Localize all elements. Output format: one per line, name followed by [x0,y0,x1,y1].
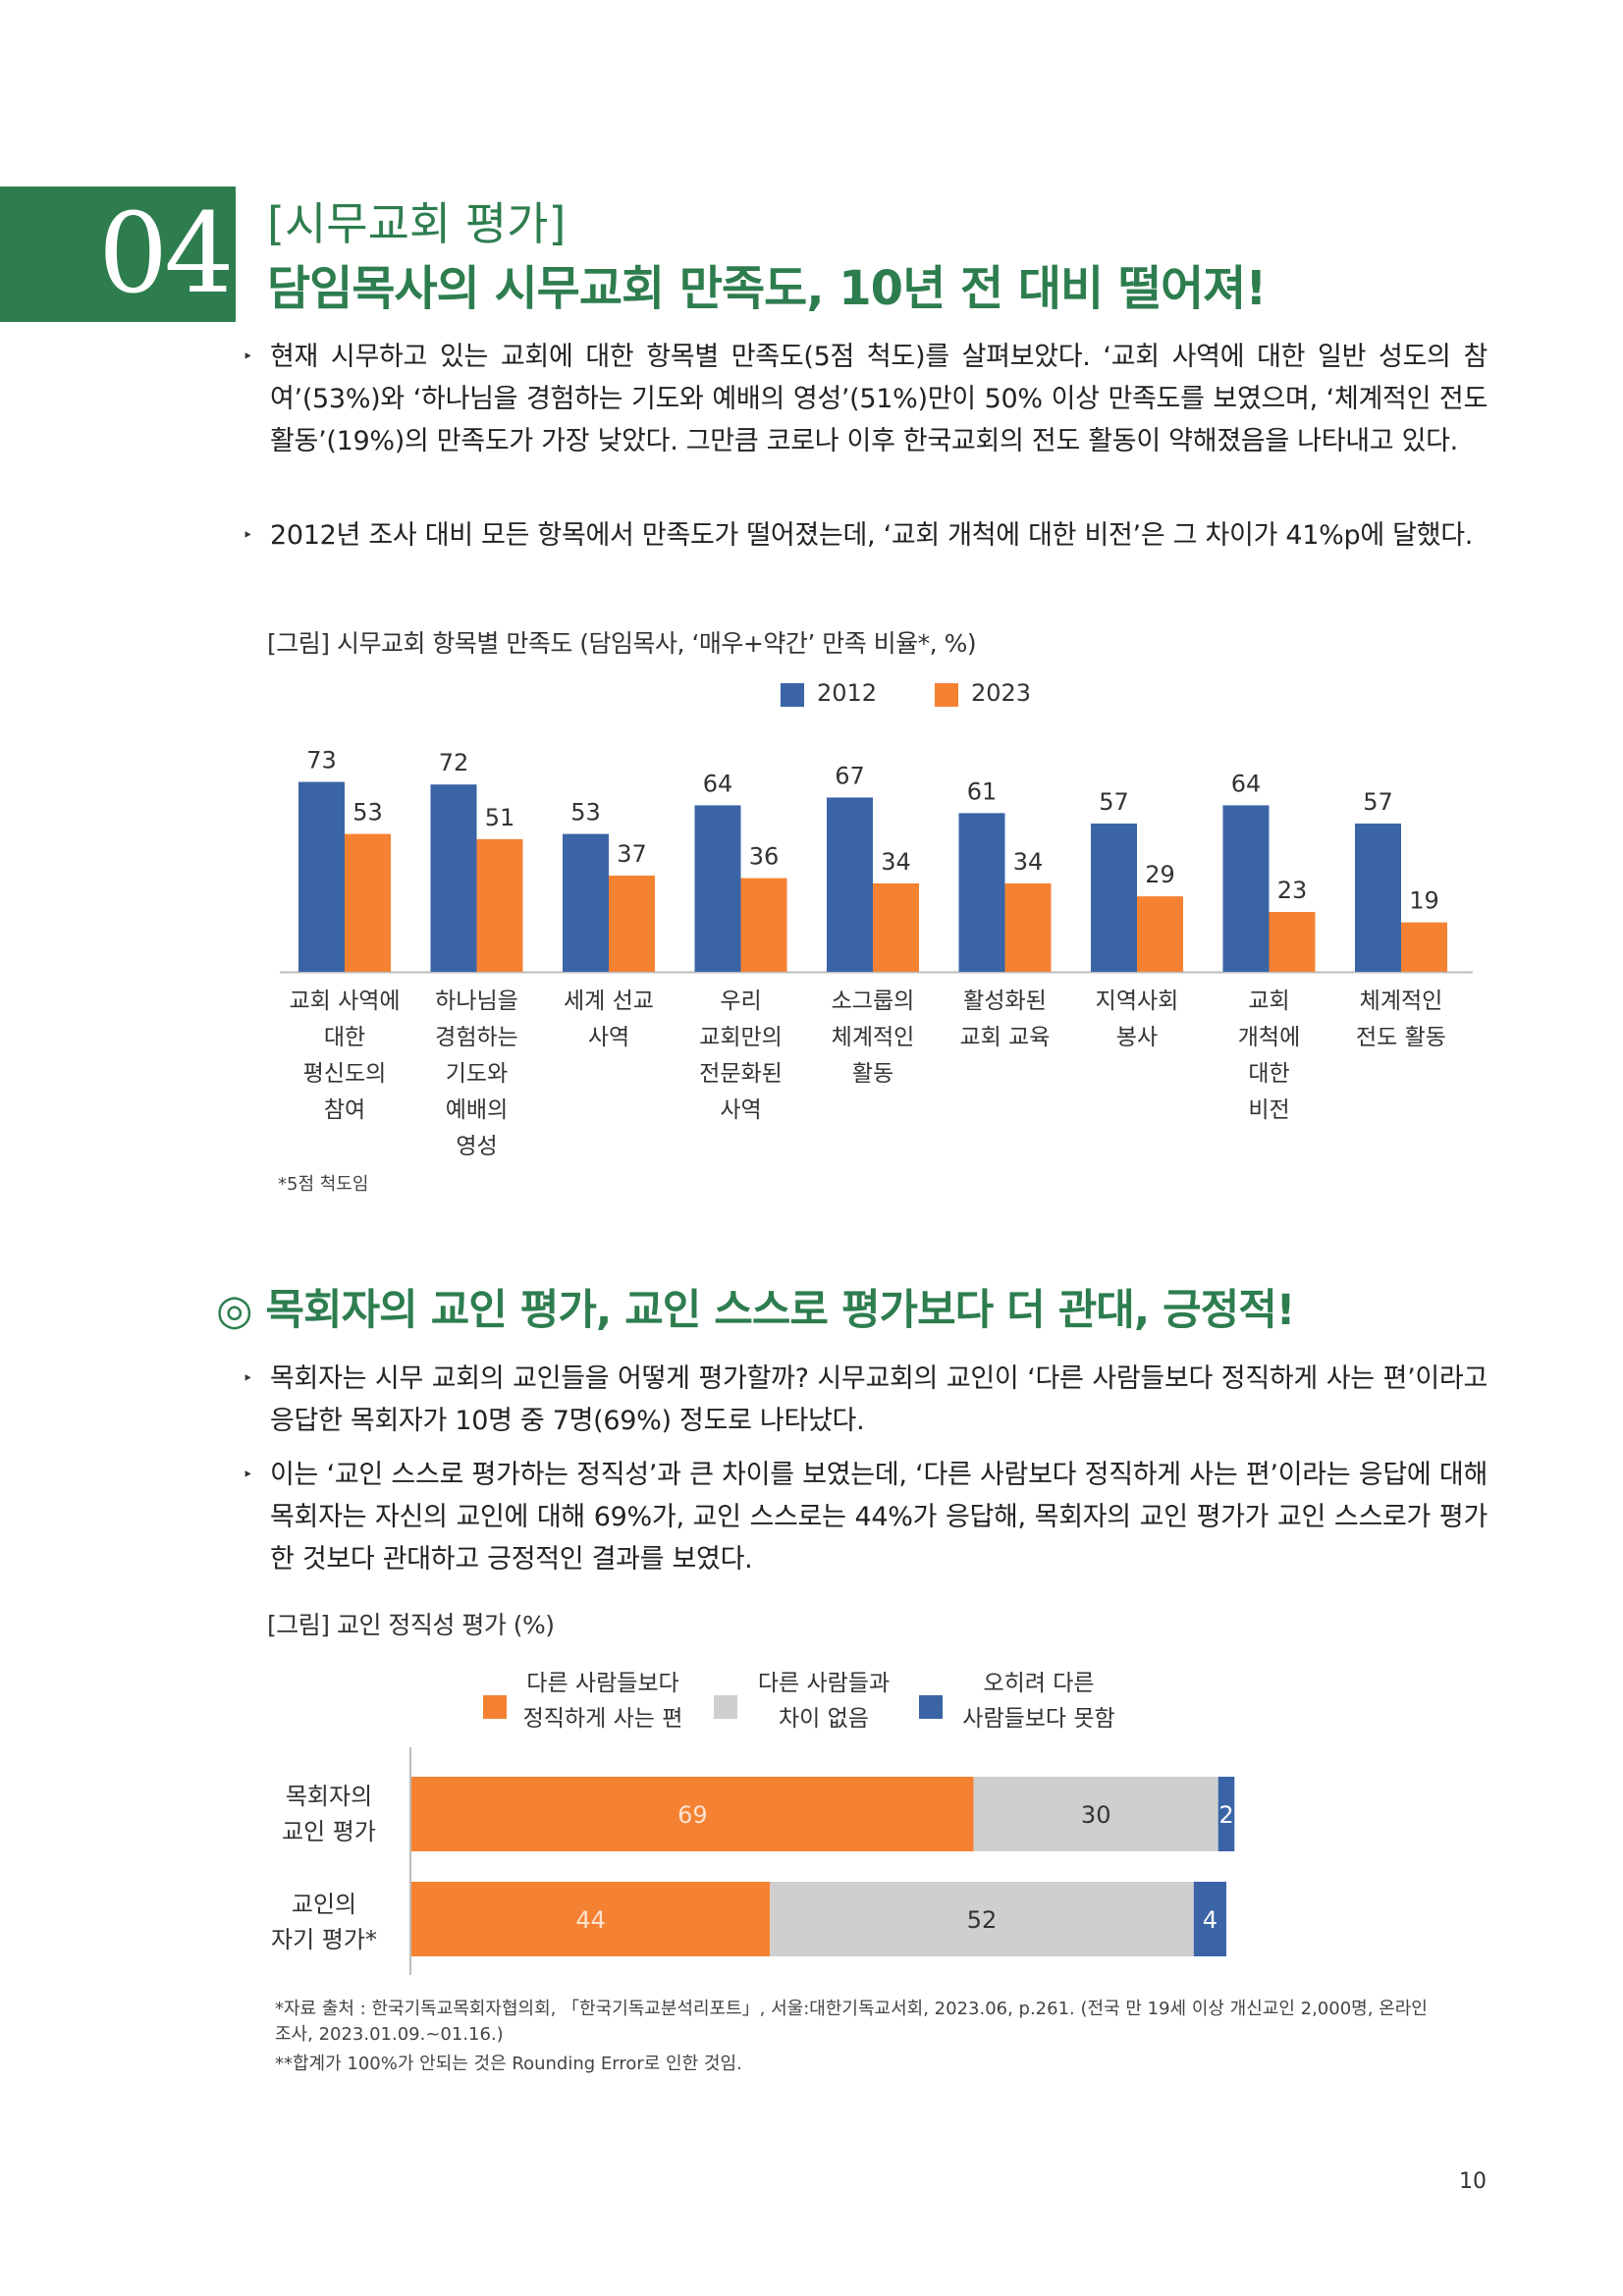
segment-label-2-row-1: 4 [1203,1906,1217,1934]
chart1-category-label: 활성화된 교회 교육 [959,988,1051,1050]
bar-2023-2 [609,875,655,972]
bar-label-2012-8: 57 [1363,788,1393,816]
paragraph-text: 2012년 조사 대비 모든 항목에서 만족도가 떨어졌는데, ‘교회 개척에 … [270,520,1474,551]
chart1-category-label: 세계 선교 사역 [564,988,654,1050]
chart1-category-label: 하나님을 경험하는 기도와 예배의 영성 [435,988,518,1159]
legend-swatch-2012 [781,683,804,707]
section-title: 담임목사의 시무교회 만족도, 10년 전 대비 떨어져! [267,261,1267,316]
row-label-pastor: 목회자의 교인 평가 [282,1783,376,1845]
legend-swatch-2023 [935,683,958,707]
page-number: 10 [1459,2169,1487,2194]
legend-label-2023: 2023 [971,679,1032,707]
bar-2012-6 [1091,823,1137,972]
bar-2012-5 [958,813,1005,972]
bar-2012-2 [563,833,609,972]
segment-1-row-0 [973,1777,1218,1851]
bar-2012-8 [1355,823,1401,972]
bar-label-2023-7: 23 [1277,877,1308,904]
paragraph-text: 이는 ‘교인 스스로 평가하는 정직성’과 큰 차이를 보였는데, ‘다른 사람… [270,1460,1488,1575]
bar-label-2023-4: 34 [881,848,911,876]
bar-label-2012-4: 67 [835,762,865,789]
segment-label-1-row-0: 30 [1081,1801,1111,1829]
bar-label-2023-1: 51 [485,804,515,831]
legend-label-2012: 2012 [817,679,878,707]
bar-2023-0 [345,833,391,972]
source-footnote: *자료 출처 : 한국기독교목회자협의회, 「한국기독교분석리포트」, 서울:대… [275,1999,1428,2045]
bar-label-2023-6: 29 [1145,861,1175,888]
bar-label-2023-0: 53 [352,799,383,827]
paragraph-2: ‣ 2012년 조사 대비 모든 항목에서 만족도가 떨어졌는데, ‘교회 개척… [243,514,1488,557]
legend-label-more-honest: 다른 사람들보다 정직하게 사는 편 [522,1671,683,1732]
bar-label-2012-0: 73 [306,747,337,774]
bar-label-2012-7: 64 [1231,770,1262,797]
bar-label-2012-5: 61 [967,777,998,805]
chart1-category-label: 우리 교회만의 전문화된 사역 [699,988,783,1123]
bar-2023-7 [1269,912,1316,972]
bullet-icon: ‣ [243,1368,253,1389]
bar-2023-4 [873,882,919,972]
paragraph-4: ‣ 이는 ‘교인 스스로 평가하는 정직성’과 큰 차이를 보였는데, ‘다른 … [243,1454,1488,1580]
bar-2023-3 [740,878,787,972]
bar-label-2023-3: 36 [749,843,780,871]
chart1-category-label: 교회 개척에 대한 비전 [1237,988,1301,1123]
bar-2023-1 [476,838,523,972]
segment-2-row-1 [1193,1882,1226,1956]
segment-0-row-1 [411,1882,771,1956]
segment-label-2-row-0: 2 [1218,1801,1233,1829]
bar-2012-7 [1222,805,1270,972]
row-label-self: 교인의 자기 평가* [271,1891,377,1953]
chart1-category-label: 교회 사역에 대한 평신도의 참여 [289,988,401,1123]
bar-2012-3 [694,805,741,972]
segment-label-1-row-1: 52 [967,1906,998,1934]
chart2-caption: [그림] 교인 정직성 평가 (%) [267,1611,555,1639]
chart2-stacked-bar-chart: 69 30 2 44 52 4 [409,1747,1235,1975]
bar-2023-8 [1401,922,1447,972]
bar-label-2012-3: 64 [703,770,733,797]
bullet-icon: ‣ [243,525,253,546]
bar-label-2023-2: 37 [617,840,647,868]
rounding-footnote: **합계가 100%가 안되는 것은 Rounding Error로 인한 것임… [275,2054,742,2074]
bullet-icon: ‣ [243,347,253,367]
section-badge [0,187,236,322]
paragraph-text: 목회자는 시무 교회의 교인들을 어떻게 평가할까? 시무교회의 교인이 ‘다른… [270,1363,1488,1436]
legend-label-worse: 오히려 다른 사람들보다 못함 [962,1671,1115,1732]
chart1-footnote: *5점 척도임 [278,1174,369,1195]
bullet-icon: ‣ [243,1465,253,1485]
legend-label-no-difference: 다른 사람들과 차이 없음 [757,1671,891,1732]
legend-swatch-worse [919,1695,943,1719]
bar-label-2023-8: 19 [1409,887,1439,915]
bar-2023-6 [1137,896,1183,972]
segment-label-0-row-0: 69 [677,1801,708,1829]
section-subtitle: [시무교회 평가] [267,197,567,250]
bar-2012-4 [827,797,873,972]
segment-1-row-1 [770,1882,1194,1956]
chart1-category-label: 체계적인 전도 활동 [1356,988,1446,1050]
paragraph-text: 현재 시무하고 있는 교회에 대한 항목별 만족도(5점 척도)를 살펴보았다.… [270,342,1488,456]
bar-label-2012-1: 72 [439,749,469,776]
legend-swatch-no-difference [714,1695,737,1719]
section2-title: ◎ 목회자의 교인 평가, 교인 스스로 평가보다 더 관대, 긍정적! [216,1286,1295,1335]
paragraph-1: ‣ 현재 시무하고 있는 교회에 대한 항목별 만족도(5점 척도)를 살펴보았… [243,336,1488,462]
bar-label-2023-5: 34 [1013,848,1044,876]
segment-0-row-0 [411,1777,974,1851]
section-number: 04 [98,190,235,318]
segment-label-0-row-1: 44 [575,1906,606,1934]
paragraph-3: ‣ 목회자는 시무 교회의 교인들을 어떻게 평가할까? 시무교회의 교인이 ‘… [243,1358,1488,1442]
chart1-category-label: 지역사회 봉사 [1095,988,1179,1050]
chart1-caption: [그림] 시무교회 항목별 만족도 (담임목사, ‘매우+약간’ 만족 비율*,… [267,629,977,658]
bar-label-2012-6: 57 [1099,788,1129,816]
legend-swatch-more-honest [483,1695,507,1719]
chart1-bar-chart: 73 53 72 51 53 37 64 36 67 34 61 34 57 29 64 23 57 19 [280,747,1473,974]
bar-2023-5 [1004,882,1052,972]
bar-2012-1 [430,784,477,972]
segment-2-row-0 [1217,1777,1235,1851]
bar-label-2012-2: 53 [570,799,601,827]
bar-2012-0 [298,781,345,972]
chart1-category-label: 소그룹의 체계적인 활동 [831,988,915,1087]
